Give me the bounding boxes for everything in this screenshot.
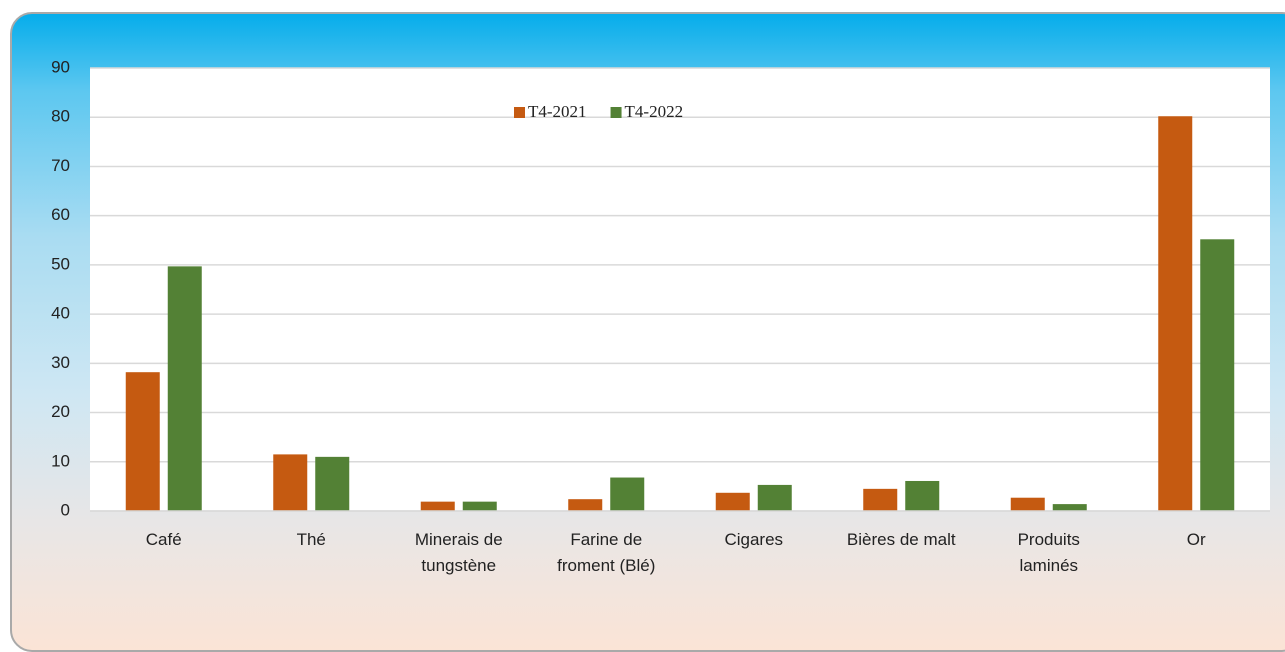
y-tick-label: 40 <box>51 304 70 323</box>
bar <box>462 501 497 511</box>
bar <box>715 492 750 511</box>
bar <box>1158 116 1193 511</box>
y-tick-label: 30 <box>51 353 70 372</box>
y-tick-label: 80 <box>51 107 70 126</box>
x-tick-label: Bières de malt <box>846 530 956 549</box>
bar <box>420 501 455 511</box>
bar <box>863 488 898 511</box>
x-tick-label: Cigares <box>724 530 784 549</box>
x-tick-label: Farine de froment (Blé) <box>557 530 656 575</box>
plot-area <box>90 68 1270 511</box>
legend-swatch <box>610 107 622 118</box>
bar <box>1010 497 1045 511</box>
x-tick-label: Thé <box>296 530 326 549</box>
bar <box>1200 239 1235 511</box>
y-tick-label: 70 <box>51 156 70 175</box>
x-tick-label: Café <box>145 530 182 549</box>
legend-label: T4-2022 <box>625 102 684 121</box>
legend-swatch <box>514 107 525 118</box>
bar <box>610 477 645 511</box>
y-tick-label: 50 <box>51 254 70 273</box>
bar <box>315 456 350 511</box>
y-tick-label: 90 <box>51 57 70 76</box>
y-tick-label: 60 <box>51 205 70 224</box>
bar <box>1052 504 1087 511</box>
y-tick-label: 20 <box>51 402 70 421</box>
y-tick-label: 0 <box>61 500 70 519</box>
bar <box>568 499 603 511</box>
legend-label: T4-2021 <box>528 102 587 121</box>
bar <box>273 454 308 511</box>
bar <box>905 480 940 511</box>
x-tick-label: Minerais de tungstène <box>414 530 503 575</box>
x-tick-label: Or <box>1186 530 1206 549</box>
x-tick-label: Produits laminés <box>1017 530 1080 575</box>
bar <box>757 484 792 511</box>
y-tick-label: 10 <box>51 451 70 470</box>
bar <box>125 372 160 511</box>
legend: T4-2021 T4-2022 <box>514 102 683 121</box>
bar <box>167 266 202 511</box>
